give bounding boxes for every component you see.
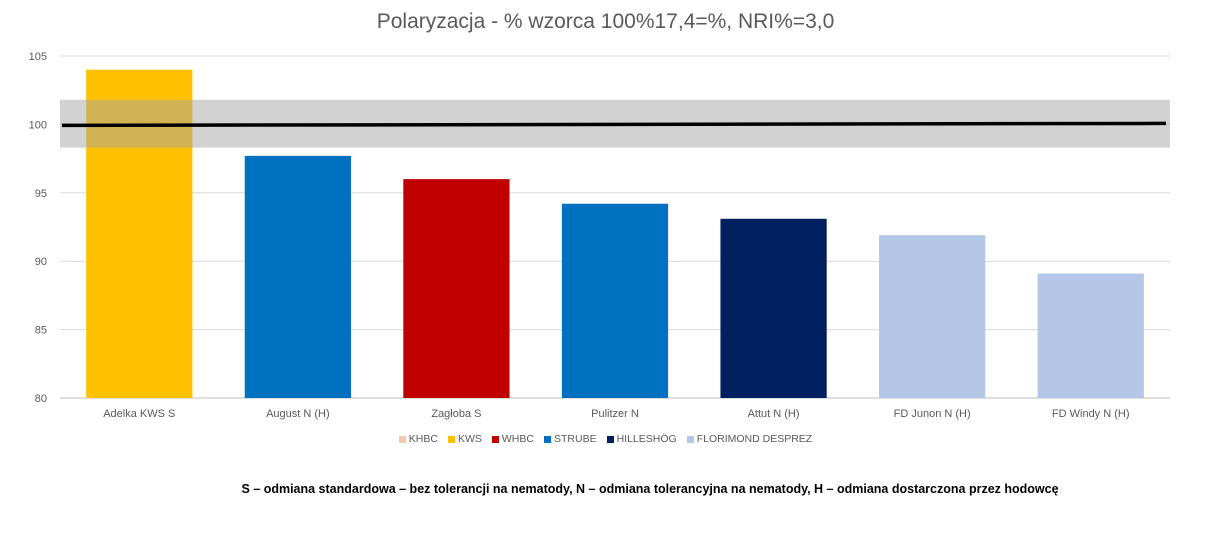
legend-label: FLORIMOND DESPREZ	[696, 433, 813, 445]
x-tick-label: Zagłoba S	[431, 408, 481, 420]
legend-item: STRUBE	[543, 433, 597, 445]
legend-label: KWS	[457, 433, 482, 445]
x-tick-labels: Adelka KWS S August N (H) Zagłoba S Pulitze…	[103, 408, 1129, 420]
legend-label: WHBC	[501, 433, 534, 445]
y-tick-label: 100	[29, 119, 47, 131]
x-tick-label: Adelka KWS S	[103, 408, 175, 420]
legend-swatch	[606, 435, 614, 443]
bar	[244, 155, 351, 398]
bar	[1037, 273, 1144, 398]
x-tick-label: Attut N (H)	[748, 408, 800, 420]
legend-item: WHBC	[491, 433, 534, 445]
legend-swatch	[686, 435, 694, 443]
x-tick-label: FD Junon N (H)	[894, 408, 971, 420]
reference-line	[61, 121, 1167, 128]
x-tick-label: FD Windy N (H)	[1052, 408, 1130, 420]
legend-item: KWS	[447, 433, 482, 445]
legend-item: HILLESHÖG	[606, 433, 677, 445]
y-tick-labels: 80 85 90 95 100 105	[29, 51, 47, 405]
legend-swatch	[398, 435, 406, 443]
legend-swatch	[491, 435, 499, 443]
y-tick-label: 80	[35, 393, 47, 405]
bar	[561, 203, 669, 398]
y-tick-label: 90	[35, 256, 47, 268]
legend-label: KHBC	[408, 433, 438, 445]
x-tick-label: August N (H)	[266, 408, 330, 420]
reference-band-layer	[60, 99, 1170, 148]
legend: KHBC KWS WHBC STRUBE HILLESHÖG FLORIMOND DESP…	[0, 433, 1211, 445]
legend-swatch	[447, 435, 455, 443]
bars	[86, 69, 1144, 399]
legend-label: STRUBE	[553, 433, 597, 445]
legend-item: KHBC	[398, 433, 438, 445]
y-tick-label: 105	[29, 51, 47, 63]
y-tick-label: 85	[35, 325, 47, 337]
bar	[403, 179, 510, 398]
legend-item: FLORIMOND DESPREZ	[686, 433, 813, 445]
footnote: S – odmiana standardowa – bez tolerancji…	[241, 482, 1059, 496]
legend-swatch	[543, 435, 551, 443]
y-tick-label: 95	[35, 188, 47, 200]
bar	[720, 218, 827, 398]
bar	[879, 235, 986, 398]
legend-label: HILLESHÖG	[616, 433, 677, 445]
chart-title: Polaryzacja - % wzorca 100%17,4=%, NRI%=…	[376, 10, 835, 33]
x-tick-label: Pulitzer N	[591, 408, 639, 420]
